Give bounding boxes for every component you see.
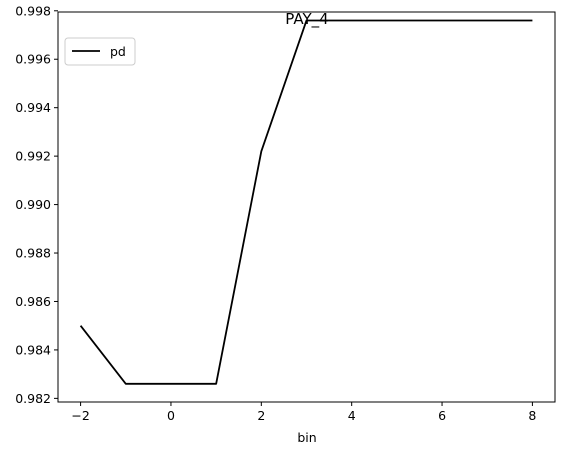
y-axis-ticks: 0.982 0.984 0.986 0.988 0.990 0.992 0.994 0.996… — [15, 3, 58, 406]
series-layer — [79, 19, 533, 385]
y-tick-label: 0.998 — [15, 3, 51, 18]
y-tick-label: 0.994 — [15, 100, 51, 115]
y-tick-label: 0.986 — [15, 294, 51, 309]
x-tick-label: 4 — [348, 408, 356, 423]
x-tick-label: 6 — [438, 408, 446, 423]
x-axis-label: bin — [297, 430, 316, 445]
x-axis-ticks: −2 0 2 4 6 8 — [71, 402, 536, 423]
x-tick-label: 2 — [257, 408, 265, 423]
legend-label-pd: pd — [110, 44, 126, 59]
plot-area-frame — [57, 11, 556, 403]
y-tick-label: 0.988 — [15, 246, 51, 261]
y-tick-label: 0.992 — [15, 149, 51, 164]
y-tick-label: 0.982 — [15, 391, 51, 406]
y-tick-label: 0.990 — [15, 197, 51, 212]
y-tick-label: 0.984 — [15, 342, 51, 357]
x-tick-label: 8 — [528, 408, 536, 423]
x-tick-label: −2 — [71, 408, 89, 423]
chart-title: PAY_4 — [285, 10, 328, 29]
series-line-pd — [79, 19, 533, 385]
legend: pd — [64, 37, 136, 66]
x-tick-label: 0 — [167, 408, 175, 423]
y-tick-label: 0.996 — [15, 52, 51, 67]
